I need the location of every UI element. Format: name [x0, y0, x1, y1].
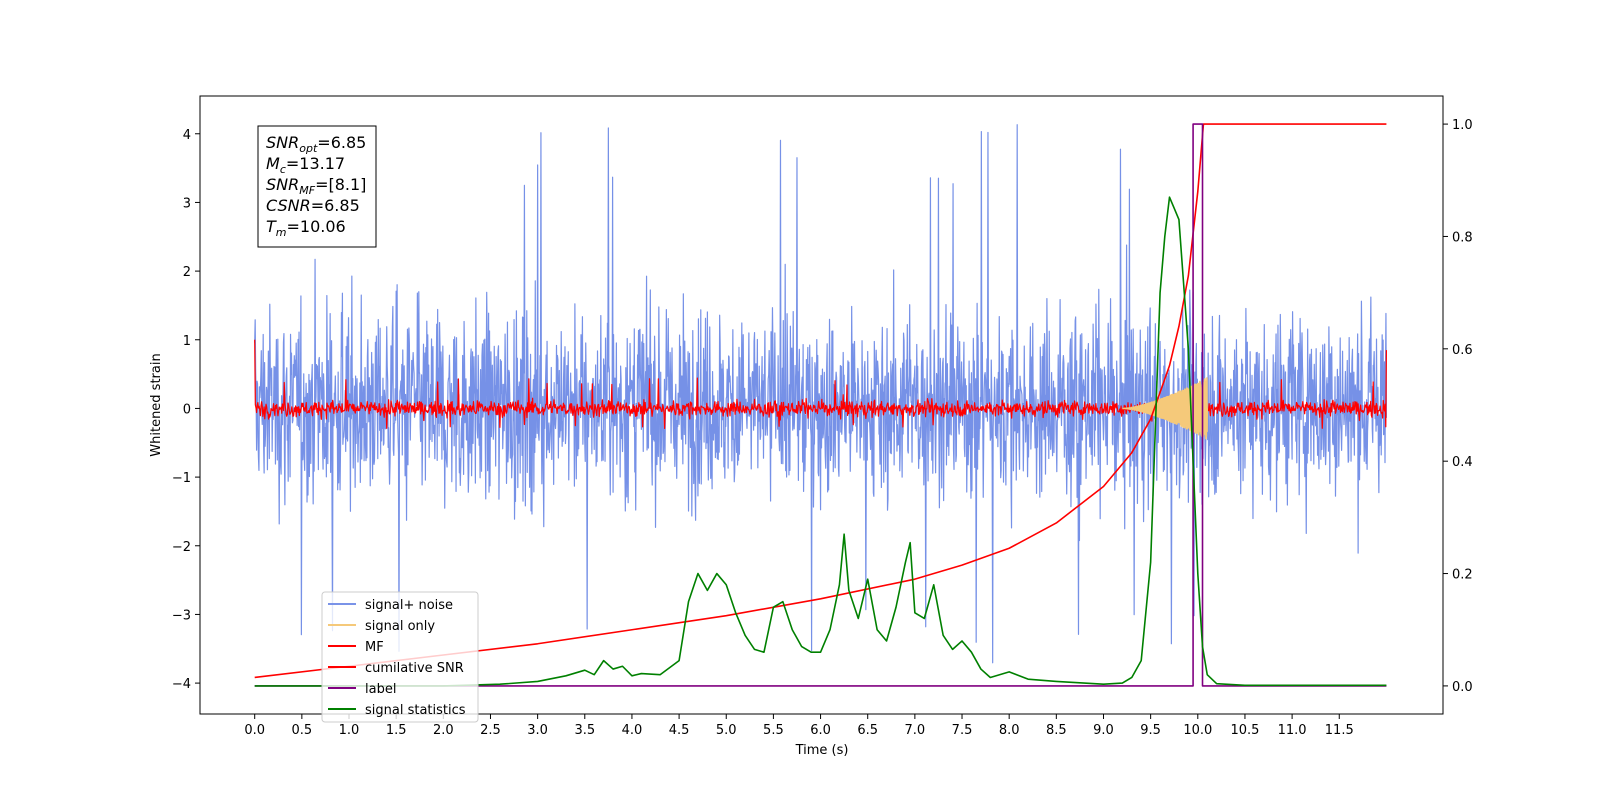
y2-tick-label: 1.0 [1452, 118, 1473, 133]
legend-label: label [365, 682, 396, 697]
series-signal-statistics-line [254, 196, 1387, 687]
x-tick-label: 11.0 [1278, 723, 1307, 738]
x-tick-label: 5.0 [716, 723, 737, 738]
y-tick-label: 3 [183, 196, 191, 211]
x-tick-label: 4.0 [622, 723, 643, 738]
legend: signal+ noise signal only MF cumilative SNR… [321, 591, 479, 723]
plot-frame [199, 95, 1444, 715]
y-tick-label: 2 [183, 265, 191, 280]
x-tick-label: 7.0 [905, 723, 926, 738]
annotation-line: CSNR=6.85 [266, 196, 360, 215]
y-tick-label: 1 [183, 334, 191, 349]
y-tick-label: −4 [172, 677, 191, 692]
x-tick-label: 11.5 [1325, 723, 1354, 738]
annotation-line: Tm=10.06 [266, 217, 346, 239]
series-cumilative-snr-line [254, 123, 1387, 679]
x-tick-label: 0.0 [244, 723, 265, 738]
x-tick-label: 3.0 [527, 723, 548, 738]
legend-label: MF [365, 640, 384, 655]
legend-label: signal only [365, 619, 435, 634]
x-tick-label: 4.5 [669, 723, 690, 738]
x-tick-label: 10.0 [1183, 723, 1212, 738]
x-tick-label: 3.5 [574, 723, 595, 738]
x-tick-label: 9.0 [1093, 723, 1114, 738]
x-tick-label: 2.5 [480, 723, 501, 738]
x-tick-label: 2.0 [433, 723, 454, 738]
y-tick-label: −3 [172, 608, 191, 623]
annotation-line: SNRMF=[8.1] [266, 175, 366, 197]
annotation-frame [257, 125, 377, 248]
x-axis: 0.0 0.5 1.0 1.5 2.0 2.5 3.0 3.5 4.0 4.5 5.0 5.5 6.0 6… [244, 714, 1354, 738]
annotation-line: Mc=13.17 [266, 154, 345, 176]
x-tick-label: 5.5 [763, 723, 784, 738]
legend-frame [321, 591, 479, 723]
x-tick-label: 10.5 [1230, 723, 1259, 738]
y2-tick-label: 0.6 [1452, 343, 1473, 358]
legend-label: cumilative SNR [365, 661, 464, 676]
series-label-line [254, 123, 1387, 687]
annotation-line: SNRopt=6.85 [266, 133, 366, 155]
x-tick-label: 6.0 [810, 723, 831, 738]
x-tick-label: 0.5 [292, 723, 313, 738]
legend-label: signal+ noise [365, 598, 453, 613]
series-signal-noise-line [254, 124, 1388, 664]
series-layer [254, 123, 1388, 687]
y2-tick-label: 0.2 [1452, 568, 1473, 583]
y-tick-label: 0 [183, 402, 191, 417]
y-tick-label: −1 [172, 471, 191, 486]
y-tick-label: 4 [183, 128, 191, 143]
x-tick-label: 1.0 [339, 723, 360, 738]
y2-tick-label: 0.4 [1452, 455, 1473, 470]
y-axis-label: Whitened strain [149, 353, 164, 456]
legend-label: signal statistics [365, 703, 466, 718]
y2-tick-label: 0.0 [1452, 680, 1473, 695]
x-tick-label: 7.5 [952, 723, 973, 738]
y-tick-label: −2 [172, 540, 191, 555]
x-axis-label: Time (s) [795, 743, 849, 758]
x-tick-label: 6.5 [857, 723, 878, 738]
x-tick-label: 9.5 [1140, 723, 1161, 738]
x-tick-label: 1.5 [386, 723, 407, 738]
x-tick-label: 8.0 [999, 723, 1020, 738]
y-axis-right: 1.0 0.8 0.6 0.4 0.2 0.0 [1443, 118, 1473, 695]
x-tick-label: 8.5 [1046, 723, 1067, 738]
y-axis-left: 4 3 2 1 0 −1 −2 −3 −4 [172, 128, 200, 692]
y2-tick-label: 0.8 [1452, 230, 1473, 245]
